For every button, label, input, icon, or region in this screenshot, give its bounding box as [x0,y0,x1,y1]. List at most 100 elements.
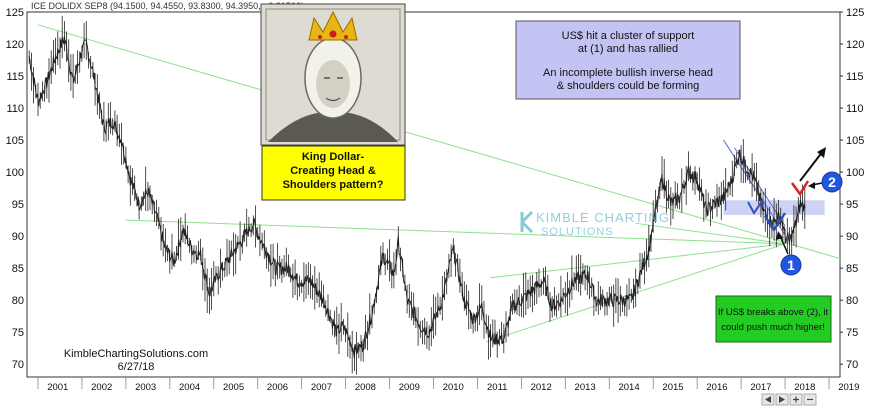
y-tick-right: 90 [846,231,858,243]
price-point [200,254,202,256]
price-point [503,338,505,340]
x-tick-label: 2001 [47,382,68,393]
price-point [393,273,395,276]
price-point [542,280,545,282]
price-point [784,235,786,237]
price-point [744,165,747,167]
watermark-line1: KIMBLE CHARTING [536,210,670,225]
trendline [490,243,786,279]
x-tick-label: 2008 [355,382,376,393]
price-point [511,306,514,308]
price-point [208,293,210,295]
y-tick-left: 75 [12,327,24,339]
x-tick-label: 2015 [662,382,683,393]
chart-header: ICE DOLIDX SEP8 (94.1500, 94.4550, 93.83… [31,1,304,11]
watermark: KIMBLE CHARTING SOLUTIONS [520,210,670,238]
price-point [788,241,791,244]
y-tick-right: 120 [846,39,864,51]
right-shoulder-mark [790,180,810,197]
x-tick-label: 2007 [311,382,332,393]
y-tick-left: 115 [6,71,24,83]
king-line1: King Dollar- [302,151,365,163]
price-point [481,306,483,308]
breakout-line2: could push much higher! [721,322,825,333]
chart-toolbar [761,393,817,406]
price-point [191,248,193,250]
y-tick-right: 110 [846,103,864,115]
site-label: KimbleChartingSolutions.com [64,348,208,360]
x-tick-label: 2019 [838,382,859,393]
price-point [85,43,87,45]
price-point [217,273,219,276]
price-point [274,267,276,269]
price-point [353,350,355,352]
price-point [382,254,384,256]
price-point [639,273,641,276]
x-tick-label: 2009 [399,382,420,393]
price-point [617,299,619,301]
king-dollar-note: King Dollar- Creating Head & Shoulders p… [261,145,406,201]
x-tick-label: 2004 [179,382,200,393]
y-tick-left: 110 [6,103,24,115]
price-point [804,207,806,209]
price-point [648,248,650,250]
y-tick-right: 115 [846,71,864,83]
price-point [261,241,263,244]
x-tick-label: 2016 [706,382,727,393]
y-axis-right: 70 75 80 85 90 95 100 105 110 115 120 125 [840,7,864,371]
price-point [795,222,797,224]
price-point [72,81,74,83]
y-tick-left: 120 [6,39,24,51]
price-point [164,248,166,250]
x-tick-label: 2011 [487,382,507,393]
price-point [731,177,733,180]
price-point [714,203,716,205]
price-point [679,197,681,199]
breakout-arrow [799,147,826,182]
y-tick-left: 125 [6,7,24,19]
price-point [342,325,344,327]
price-point [252,222,254,224]
arrow-right-icon [779,396,785,403]
y-tick-right: 125 [846,7,864,19]
price-point [173,261,175,263]
arrow-left-icon [765,396,771,403]
marker-1-label: 1 [787,257,795,273]
price-point [652,222,654,224]
price-point [94,81,96,83]
price-point [551,306,553,308]
price-point [28,56,30,58]
price-point [419,325,421,327]
price-point [138,203,140,205]
price-point [738,152,740,154]
price-point [397,241,399,244]
price-point [120,139,123,141]
price-point [129,177,131,180]
price-point [472,318,474,320]
price-point [452,248,454,250]
x-axis: 2001 2002 2003 2004 2005 2006 2007 2008 2009 2010… [27,376,859,393]
x-tick-label: 2010 [443,382,464,393]
price-point [147,190,149,192]
dollar-portrait [260,3,406,146]
y-tick-right: 80 [846,295,858,307]
y-tick-right: 85 [846,263,858,275]
price-point [722,197,725,199]
top-note-line3: An incomplete bullish inverse head [543,67,713,79]
trendline [37,24,841,260]
y-tick-left: 90 [12,231,24,243]
price-point [81,49,83,52]
price-point [371,312,373,314]
price-point [55,56,57,58]
price-point [323,299,325,301]
watermark-line2: SOLUTIONS [541,226,614,238]
marker-1: 1 [776,231,802,276]
price-point [406,299,408,301]
y-tick-left: 85 [12,263,24,275]
x-tick-label: 2006 [267,382,288,393]
price-point [112,120,114,122]
crown-icon [308,10,358,41]
price-point [230,254,232,256]
breakout-note: If US$ breaks above (2), it could push m… [715,295,832,343]
